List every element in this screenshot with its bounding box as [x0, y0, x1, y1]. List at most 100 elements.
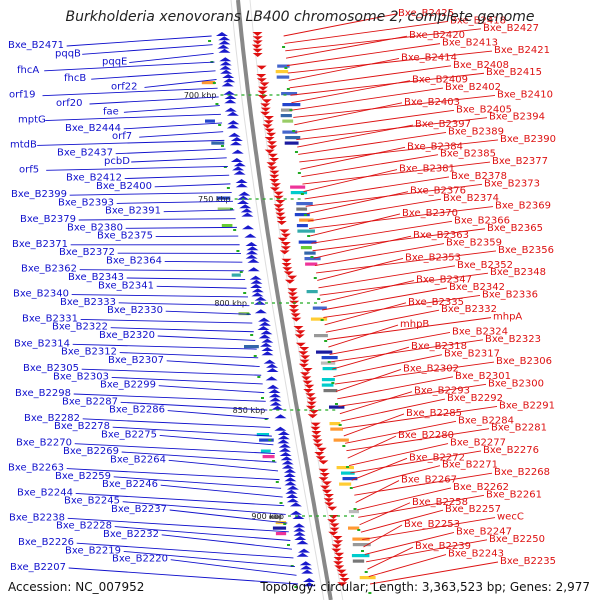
left-gene-label[interactable]: Bxe_B2444	[65, 123, 121, 134]
right-gene-label[interactable]: Bxe_B2390	[500, 134, 556, 145]
right-gene-label[interactable]: Bxe_B2293	[414, 386, 470, 397]
right-gene-label[interactable]: Bxe_B2414	[401, 52, 457, 63]
right-gene-label[interactable]: Bxe_B2276	[483, 445, 539, 456]
left-gene-label[interactable]: Bxe_B2303	[53, 371, 109, 382]
left-gene-label[interactable]: Bxe_B2275	[101, 429, 157, 440]
left-gene-label[interactable]: Bxe_B2400	[96, 181, 152, 192]
right-gene-label[interactable]: Bxe_B2342	[449, 282, 505, 293]
right-gene-label[interactable]: Bxe_B2258	[412, 497, 468, 508]
left-gene-label[interactable]: fhcB	[64, 73, 86, 84]
right-gene-label[interactable]: mhpA	[493, 312, 522, 323]
right-gene-label[interactable]: Bxe_B2284	[458, 415, 514, 426]
left-gene-label[interactable]: orf20	[56, 98, 82, 109]
right-gene-label[interactable]: Bxe_B2250	[489, 534, 545, 545]
left-gene-label[interactable]: Bxe_B2237	[111, 504, 167, 515]
right-gene-label[interactable]: Bxe_B2300	[488, 378, 544, 389]
right-gene-label[interactable]: Bxe_B2370	[402, 208, 458, 219]
right-gene-label[interactable]: Bxe_B2257	[445, 504, 501, 515]
right-gene-label[interactable]: Bxe_B2291	[499, 400, 555, 411]
left-gene-label[interactable]: Bxe_B2412	[66, 173, 122, 184]
left-gene-label[interactable]: fhcA	[17, 65, 39, 76]
left-gene-label[interactable]: Bxe_B2298	[15, 388, 71, 399]
left-gene-label[interactable]: Bxe_B2220	[112, 554, 168, 565]
left-gene-label[interactable]: Bxe_B2380	[67, 222, 123, 233]
right-gene-label[interactable]: Bxe_B2243	[448, 549, 504, 560]
left-gene-label[interactable]: Bxe_B2437	[57, 148, 113, 159]
left-gene-label[interactable]: orf19	[9, 90, 35, 101]
right-gene-label[interactable]: Bxe_B2418	[450, 15, 506, 26]
left-gene-label[interactable]: Bxe_B2287	[62, 396, 118, 407]
left-gene-label[interactable]: Bxe_B2238	[9, 512, 65, 523]
right-gene-label[interactable]: Bxe_B2377	[492, 156, 548, 167]
right-gene-label[interactable]: Bxe_B2302	[403, 363, 459, 374]
left-gene-label[interactable]: Bxe_B2246	[102, 479, 158, 490]
right-gene-label[interactable]: Bxe_B2247	[456, 526, 512, 537]
right-gene-label[interactable]: Bxe_B2324	[452, 326, 508, 337]
left-gene-label[interactable]: pqqB	[55, 48, 81, 59]
right-gene-label[interactable]: Bxe_B2318	[411, 341, 467, 352]
left-gene-label[interactable]: Bxe_B2269	[63, 446, 119, 457]
right-gene-label[interactable]: Bxe_B2335	[408, 297, 464, 308]
left-gene-label[interactable]: Bxe_B2371	[12, 239, 68, 250]
left-gene-label[interactable]: Bxe_B2372	[59, 247, 115, 258]
right-gene-label[interactable]: Bxe_B2301	[455, 371, 511, 382]
left-gene-label[interactable]: fae	[103, 106, 119, 117]
right-gene-label[interactable]: Bxe_B2285	[406, 408, 462, 419]
right-gene-label[interactable]: Bxe_B2262	[453, 482, 509, 493]
left-gene-label[interactable]: Bxe_B2219	[65, 545, 121, 556]
left-gene-label[interactable]: mtdB	[10, 139, 37, 150]
right-gene-label[interactable]: Bxe_B2336	[482, 289, 538, 300]
left-gene-label[interactable]: Bxe_B2245	[64, 496, 120, 507]
right-gene-label[interactable]: Bxe_B2352	[457, 260, 513, 271]
left-gene-label[interactable]: Bxe_B2340	[13, 289, 69, 300]
left-gene-label[interactable]: Bxe_B2282	[24, 413, 80, 424]
right-gene-label[interactable]: Bxe_B2402	[445, 82, 501, 93]
left-gene-label[interactable]: Bxe_B2286	[109, 405, 165, 416]
right-gene-label[interactable]: Bxe_B2366	[454, 215, 510, 226]
right-gene-label[interactable]: Bxe_B2317	[444, 349, 500, 360]
right-gene-label[interactable]: Bxe_B2410	[497, 89, 553, 100]
right-gene-label[interactable]: Bxe_B2332	[441, 304, 497, 315]
right-gene-label[interactable]: Bxe_B2356	[498, 245, 554, 256]
left-gene-label[interactable]: Bxe_B2362	[21, 264, 77, 275]
right-gene-label[interactable]: Bxe_B2281	[491, 423, 547, 434]
left-gene-label[interactable]: Bxe_B2341	[98, 280, 154, 291]
right-gene-label[interactable]: Bxe_B2376	[410, 186, 466, 197]
right-gene-label[interactable]: Bxe_B2374	[443, 193, 499, 204]
right-gene-label[interactable]: Bxe_B2425	[398, 8, 454, 19]
left-gene-label[interactable]: Bxe_B2226	[18, 537, 74, 548]
left-gene-label[interactable]: orf5	[19, 164, 39, 175]
right-gene-label[interactable]: Bxe_B2427	[483, 23, 539, 34]
right-gene-label[interactable]: Bxe_B2253	[404, 519, 460, 530]
left-gene-label[interactable]: orf22	[111, 81, 137, 92]
left-gene-label[interactable]: Bxe_B2232	[103, 529, 159, 540]
right-gene-label[interactable]: mhpB	[400, 319, 429, 330]
left-gene-label[interactable]: Bxe_B2312	[61, 347, 117, 358]
left-gene-label[interactable]: Bxe_B2375	[97, 231, 153, 242]
left-gene-label[interactable]: Bxe_B2333	[60, 297, 116, 308]
left-gene-label[interactable]: Bxe_B2322	[52, 322, 108, 333]
right-gene-label[interactable]: Bxe_B2365	[487, 223, 543, 234]
left-gene-label[interactable]: Bxe_B2228	[56, 521, 112, 532]
right-gene-label[interactable]: Bxe_B2413	[442, 38, 498, 49]
right-gene-label[interactable]: Bxe_B2421	[494, 45, 550, 56]
right-gene-label[interactable]: Bxe_B2353	[405, 252, 461, 263]
left-gene-label[interactable]: pcbD	[104, 156, 130, 167]
right-gene-label[interactable]: Bxe_B2347	[416, 275, 472, 286]
left-gene-label[interactable]: Bxe_B2263	[8, 463, 64, 474]
right-gene-label[interactable]: Bxe_B2271	[442, 460, 498, 471]
left-gene-label[interactable]: Bxe_B2330	[107, 305, 163, 316]
left-gene-label[interactable]: Bxe_B2207	[10, 562, 66, 573]
left-gene-label[interactable]: Bxe_B2331	[22, 313, 78, 324]
left-gene-label[interactable]: Bxe_B2259	[55, 471, 111, 482]
left-gene-label[interactable]: Bxe_B2399	[11, 189, 67, 200]
left-gene-label[interactable]: Bxe_B2264	[110, 454, 166, 465]
left-gene-label[interactable]: Bxe_B2320	[99, 330, 155, 341]
left-gene-label[interactable]: Bxe_B2393	[58, 197, 114, 208]
right-gene-label[interactable]: Bxe_B2369	[495, 201, 551, 212]
right-gene-label[interactable]: Bxe_B2373	[484, 178, 540, 189]
left-gene-label[interactable]: Bxe_B2391	[105, 206, 161, 217]
left-gene-label[interactable]: pqqE	[102, 57, 127, 68]
left-gene-label[interactable]: Bxe_B2364	[106, 255, 162, 266]
left-gene-label[interactable]: Bxe_B2307	[108, 355, 164, 366]
